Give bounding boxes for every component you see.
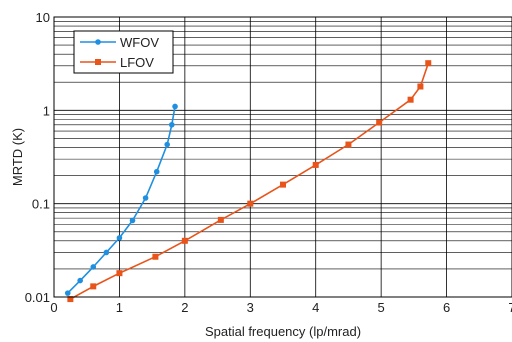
- data-point-wfov: [129, 217, 136, 224]
- y-tick-label: 0.1: [32, 197, 50, 212]
- x-tick-label: 4: [312, 300, 319, 315]
- legend-label-lfov: LFOV: [120, 55, 154, 70]
- tick-labels: 0 1 2 3 4 5 6 7 0.01 0.1 1 10: [25, 10, 512, 315]
- x-tick-label: 3: [247, 300, 254, 315]
- data-point-lfov: [116, 270, 123, 277]
- data-point-lfov: [280, 181, 286, 188]
- legend-marker-lfov: [95, 59, 101, 65]
- legend-marker-wfov: [95, 39, 101, 45]
- data-point-lfov: [312, 161, 319, 168]
- data-point-lfov: [90, 283, 97, 290]
- x-axis-label: Spatial frequency (lp/mrad): [205, 324, 361, 339]
- x-tick-label: 6: [443, 300, 450, 315]
- data-point-wfov: [172, 103, 178, 110]
- data-point-lfov: [425, 60, 432, 67]
- x-tick-label: 1: [116, 300, 123, 315]
- data-point-wfov: [103, 249, 110, 256]
- legend-box: [73, 30, 174, 74]
- y-axis-label: MRTD (K): [10, 128, 25, 186]
- x-tick-label: 7: [508, 300, 512, 315]
- legend-label-wfov: WFOV: [120, 35, 159, 50]
- data-point-lfov: [417, 83, 424, 90]
- data-point-lfov: [217, 216, 224, 223]
- data-point-lfov: [152, 253, 159, 260]
- data-point-wfov: [77, 277, 83, 284]
- y-tick-label: 10: [36, 10, 50, 25]
- data-point-lfov: [407, 96, 414, 103]
- series-layer: [64, 60, 432, 303]
- data-point-wfov: [142, 195, 149, 201]
- x-tick-label: 0: [50, 300, 57, 315]
- data-point-wfov: [116, 235, 123, 241]
- x-tick-label: 5: [378, 300, 385, 315]
- data-point-wfov: [90, 264, 97, 270]
- data-point-wfov: [164, 141, 170, 148]
- y-tick-label: 0.01: [25, 290, 50, 305]
- series-line-lfov: [70, 62, 430, 300]
- data-point-lfov: [67, 296, 74, 303]
- data-point-wfov: [64, 290, 71, 296]
- data-point-lfov: [345, 141, 352, 148]
- data-point-lfov: [376, 119, 383, 126]
- data-point-wfov: [153, 168, 160, 175]
- legend: WFOV LFOV: [73, 30, 174, 74]
- data-point-wfov: [168, 121, 175, 128]
- y-tick-label: 1: [43, 103, 50, 118]
- plot-frame: [53, 16, 512, 298]
- data-point-lfov: [181, 237, 188, 244]
- data-point-lfov: [247, 200, 254, 207]
- x-tick-label: 2: [181, 300, 188, 315]
